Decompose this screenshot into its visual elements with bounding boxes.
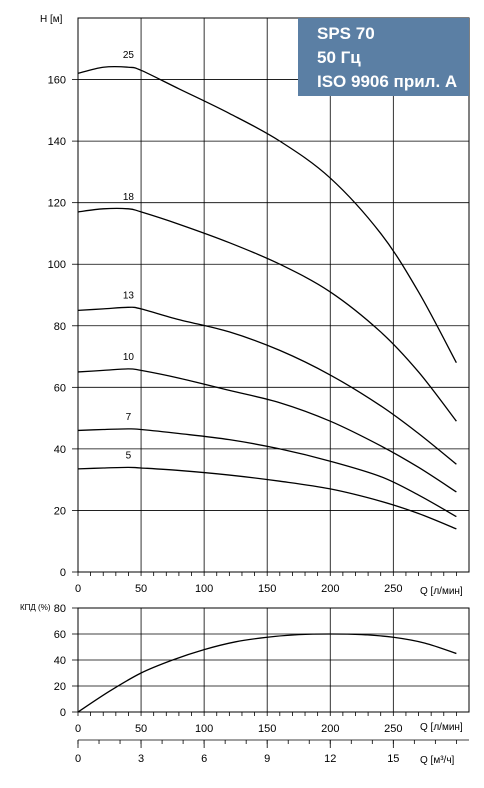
head-curve-18 bbox=[77, 207, 457, 422]
head-xtick-label: 250 bbox=[384, 583, 402, 595]
eff-ytick-label: 40 bbox=[54, 655, 66, 667]
curve-label-10: 10 bbox=[123, 352, 135, 363]
m3h-xtick-label: 0 bbox=[75, 753, 81, 765]
efficiency-curve bbox=[77, 633, 457, 713]
curve-label-7: 7 bbox=[126, 412, 132, 423]
head-xtick-label: 200 bbox=[321, 583, 339, 595]
flow-axis-label-bottom: Q [л/мин] bbox=[420, 722, 463, 733]
eff-xtick-label: 100 bbox=[195, 723, 213, 735]
chart-marks bbox=[77, 66, 457, 713]
m3h-xtick-label: 3 bbox=[138, 753, 144, 765]
info-box-model: SPS 70 bbox=[317, 24, 375, 43]
m3h-xtick-label: 15 bbox=[387, 753, 399, 765]
eff-ytick-label: 0 bbox=[60, 707, 66, 719]
head-xtick-label: 150 bbox=[258, 583, 276, 595]
head-xtick-label: 100 bbox=[195, 583, 213, 595]
eff-ytick-label: 20 bbox=[54, 681, 66, 693]
curve-label-25: 25 bbox=[123, 50, 135, 61]
m3h-xtick-label: 12 bbox=[324, 753, 336, 765]
head-curve-5 bbox=[77, 466, 457, 530]
head-curve-7 bbox=[77, 428, 457, 518]
info-box-standard: ISO 9906 прил. А bbox=[317, 72, 458, 91]
m3h-xtick-label: 6 bbox=[201, 753, 207, 765]
curve-label-13: 13 bbox=[123, 290, 135, 301]
head-ytick-label: 60 bbox=[54, 382, 66, 394]
eff-xtick-label: 250 bbox=[384, 723, 402, 735]
head-curve-13 bbox=[77, 306, 457, 465]
head-xtick-label: 50 bbox=[135, 583, 147, 595]
flow-axis-label-top: Q [л/мин] bbox=[420, 586, 463, 597]
head-ytick-label: 20 bbox=[54, 505, 66, 517]
head-xtick-label: 0 bbox=[75, 583, 81, 595]
head-ytick-label: 140 bbox=[48, 136, 66, 148]
head-ytick-label: 0 bbox=[60, 567, 66, 579]
head-axis-label: H [м] bbox=[40, 14, 63, 25]
eff-xtick-label: 150 bbox=[258, 723, 276, 735]
head-ytick-label: 120 bbox=[48, 198, 66, 210]
head-chart-grid bbox=[72, 17, 470, 576]
info-box-frequency: 50 Гц bbox=[317, 48, 361, 67]
eff-xtick-label: 200 bbox=[321, 723, 339, 735]
head-frame bbox=[77, 17, 470, 573]
head-curve-10 bbox=[77, 368, 457, 493]
efficiency-chart-grid bbox=[72, 607, 470, 748]
m3h-xtick-label: 9 bbox=[264, 753, 270, 765]
curve-label-5: 5 bbox=[126, 450, 132, 461]
efficiency-axis-label: КПД (%) bbox=[20, 603, 51, 612]
eff-xtick-label: 50 bbox=[135, 723, 147, 735]
flow-m3h-axis-label: Q [м³/ч] bbox=[420, 755, 455, 766]
head-ytick-label: 40 bbox=[54, 444, 66, 456]
head-ytick-label: 100 bbox=[48, 259, 66, 271]
eff-ytick-label: 80 bbox=[54, 603, 66, 615]
curve-label-18: 18 bbox=[123, 192, 135, 203]
head-curve-25 bbox=[77, 66, 457, 364]
info-box: SPS 70 50 Гц ISO 9906 прил. А bbox=[298, 18, 469, 96]
head-ytick-label: 160 bbox=[48, 75, 66, 87]
eff-ytick-label: 60 bbox=[54, 629, 66, 641]
head-ytick-label: 80 bbox=[54, 321, 66, 333]
eff-xtick-label: 0 bbox=[75, 723, 81, 735]
